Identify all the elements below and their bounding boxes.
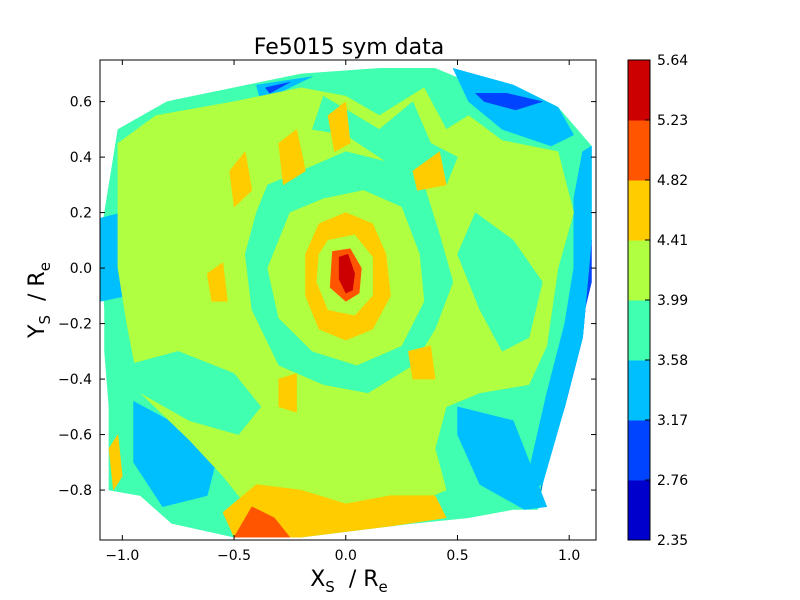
colorbar-segment (628, 360, 650, 421)
colorbar-tick-label: 2.76 (657, 473, 688, 489)
y-tick-label: 0.0 (70, 261, 92, 277)
y-tick-label: −0.2 (58, 317, 92, 333)
y-tick-label: 0.4 (70, 150, 92, 166)
colorbar-tick-label: 3.17 (657, 413, 688, 429)
x-tick-label: −0.5 (217, 548, 251, 564)
x-tick-label: 0.0 (335, 548, 357, 564)
chart-title: Fe5015 sym data (254, 35, 444, 60)
colorbar-segment (628, 300, 650, 361)
contour-region-yellow-left-upper (229, 151, 253, 208)
contour-region-red-core (338, 253, 355, 294)
y-tick-label: 0.2 (70, 206, 92, 222)
contour-region-yellow-top-center2 (327, 101, 351, 152)
colorbar-tick-label: 4.82 (657, 173, 688, 189)
colorbar-segment (628, 120, 650, 181)
contour-region-cyan-right-spot (457, 406, 548, 510)
contour-region-yellow-left-mid (206, 262, 228, 302)
colorbar-segment (628, 480, 650, 541)
contour-region-blue-top-right (474, 93, 544, 111)
colorbar: 2.35 2.76 3.17 3.58 3.99 4.41 4.82 5.23 5.64 (627, 53, 688, 549)
y-axis: 0.6 0.4 0.2 0.0 −0.2 −0.4 −0.6 −0.8 (58, 95, 596, 499)
y-tick-label: 0.6 (70, 95, 92, 111)
x-axis: −1.0 −0.5 0.0 0.5 1.0 (105, 60, 580, 564)
colorbar-tick-label: 5.64 (657, 53, 688, 69)
contour-region-yellow-left-lower (278, 373, 297, 413)
y-tick-label: −0.8 (58, 483, 92, 499)
y-tick-label: −0.4 (58, 372, 92, 388)
colorbar-segment (628, 60, 650, 121)
x-tick-label: −1.0 (105, 548, 139, 564)
contour-region-mint-left-lobe (126, 351, 262, 435)
colorbar-segment (628, 420, 650, 481)
contour-region-cyan-right-wedge (524, 145, 592, 491)
contour-region-yellow-top-center (278, 128, 306, 186)
contour-region-yellow-right-upper (412, 151, 447, 191)
contour-region-blue-top-left (264, 81, 291, 94)
x-tick-label: 1.0 (558, 548, 580, 564)
contour-region-orange-bottom (233, 506, 291, 538)
x-axis-label: XS / Re (310, 567, 388, 596)
contour-region-yellow-bottom-left-edge (108, 433, 123, 491)
colorbar-tick-label: 4.41 (657, 233, 688, 249)
x-tick-label: 0.5 (446, 548, 468, 564)
contour-region-yellow-right-lower (408, 345, 436, 380)
colorbar-segment (628, 240, 650, 301)
y-tick-label: −0.6 (58, 428, 92, 444)
y-axis-label: YS / Re (25, 262, 54, 339)
colorbar-tick-label: 2.35 (657, 533, 688, 549)
colorbar-tick-label: 3.99 (657, 293, 688, 309)
plot-frame (99, 59, 597, 541)
contour-regions (100, 67, 592, 538)
colorbar-tick-label: 3.58 (657, 353, 688, 369)
colorbar-tick-label: 5.23 (657, 113, 688, 129)
colorbar-segment (628, 180, 650, 241)
contour-region-mint-right-lobe (457, 212, 543, 352)
